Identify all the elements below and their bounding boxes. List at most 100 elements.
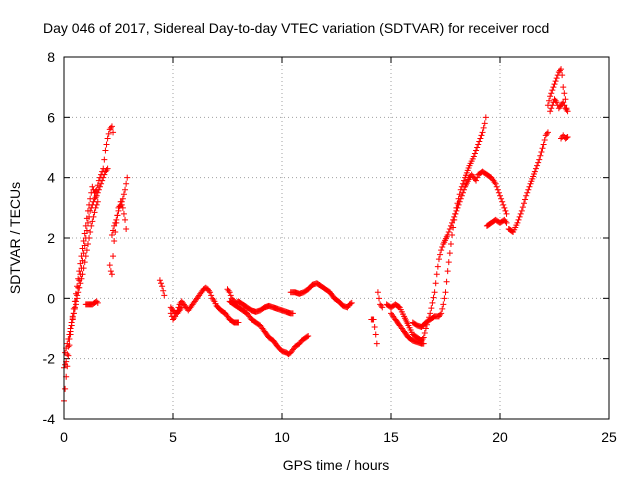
data-point [500, 201, 507, 208]
data-point [429, 299, 436, 306]
data-point [552, 78, 559, 85]
data-point [550, 84, 557, 91]
chart-title: Day 046 of 2017, Sidereal Day-to-day VTE… [43, 20, 549, 36]
data-point [83, 227, 90, 234]
data-point [537, 152, 544, 159]
data-point [119, 195, 126, 202]
data-point [159, 283, 166, 290]
data-point [235, 319, 242, 326]
series-arc-20 [547, 96, 571, 115]
data-point [561, 90, 568, 97]
data-point [524, 189, 531, 196]
data-point [118, 201, 125, 208]
data-point [515, 216, 522, 223]
data-point [89, 218, 96, 225]
x-tick-label: 20 [492, 429, 508, 445]
data-point [473, 147, 480, 154]
data-point [379, 304, 386, 311]
data-point [77, 260, 84, 267]
data-point [82, 222, 89, 229]
data-point [70, 310, 77, 317]
data-point [79, 271, 86, 278]
series-arc-17 [483, 216, 510, 229]
data-point [438, 310, 445, 317]
data-point [526, 183, 533, 190]
data-point [453, 204, 460, 211]
data-point [178, 304, 185, 311]
data-point [549, 87, 556, 94]
data-point [516, 213, 523, 220]
data-point [90, 213, 97, 220]
data-point [160, 287, 167, 294]
data-point [494, 186, 501, 193]
data-point [88, 222, 95, 229]
data-point [564, 133, 571, 140]
data-point [120, 210, 127, 217]
y-tick-label: 0 [47, 290, 55, 306]
data-point [449, 219, 456, 226]
x-tick-label: 10 [274, 429, 290, 445]
data-point [563, 134, 570, 141]
data-point [446, 250, 453, 257]
data-point [447, 241, 454, 248]
data-point [124, 174, 131, 181]
y-tick-label: 6 [47, 109, 55, 125]
data-point [71, 305, 78, 312]
data-point [92, 204, 99, 211]
series-arc-13 [368, 289, 386, 347]
data-point [474, 144, 481, 151]
data-point [103, 141, 110, 148]
data-point [503, 219, 510, 226]
data-point [96, 183, 103, 190]
data-point [111, 238, 118, 245]
data-point [80, 238, 87, 245]
data-point [372, 331, 379, 338]
data-point [451, 216, 458, 223]
data-point [438, 247, 445, 254]
data-point [117, 198, 124, 205]
data-point [544, 129, 551, 136]
data-point [108, 231, 115, 238]
data-point [549, 102, 556, 109]
data-point [376, 295, 383, 302]
data-point [493, 183, 500, 190]
data-point [104, 165, 111, 172]
data-point [459, 180, 466, 187]
data-point [76, 268, 83, 275]
data-point [428, 305, 435, 312]
data-point [477, 135, 484, 142]
data-point [64, 340, 71, 347]
data-point [422, 325, 429, 332]
data-point [443, 278, 450, 285]
data-point [455, 195, 462, 202]
data-point [539, 145, 546, 152]
data-point [522, 196, 529, 203]
data-point [503, 210, 510, 217]
data-point [479, 129, 486, 136]
data-point [497, 192, 503, 199]
data-point [456, 191, 463, 198]
data-point [94, 198, 101, 205]
data-point [62, 385, 69, 392]
data-point [534, 162, 541, 169]
data-point [482, 114, 489, 121]
data-point [207, 289, 214, 296]
data-point [374, 289, 381, 296]
data-point [445, 259, 452, 266]
data-point [421, 330, 428, 337]
data-point [74, 295, 81, 302]
data-point [112, 219, 119, 226]
data-point [427, 310, 434, 317]
data-point [502, 207, 509, 214]
data-point [518, 207, 525, 214]
data-point [106, 262, 113, 269]
data-point [461, 177, 468, 184]
data-point [439, 305, 446, 312]
data-point [476, 138, 483, 145]
data-point [87, 207, 94, 214]
axis-ticks: 0 5 10 15 20 25 -4 -2 0 2 4 6 8 [43, 49, 617, 445]
data-point [538, 149, 545, 156]
data-point [100, 174, 107, 181]
x-tick-label: 15 [383, 429, 399, 445]
data-point [517, 210, 524, 217]
